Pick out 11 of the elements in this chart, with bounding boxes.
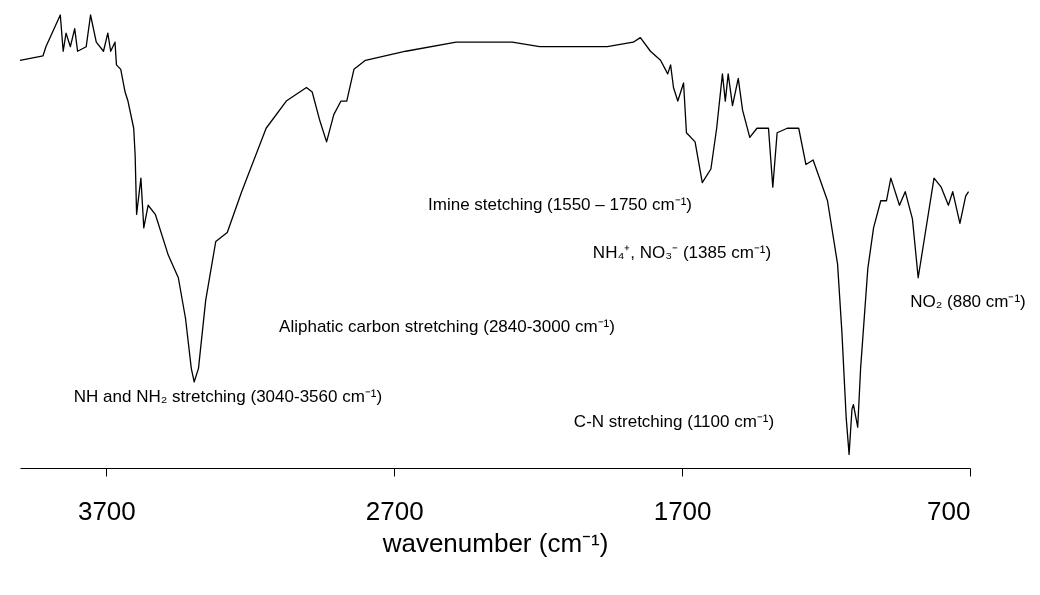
annotation: NH and NH₂ stretching (3040-3560 cm⁻¹)	[73, 387, 383, 406]
x-tick-label: 3700	[77, 495, 136, 526]
annotation: C-N stretching (1100 cm⁻¹)	[573, 412, 775, 431]
annotation: Aliphatic carbon stretching (2840-3000 cm⁻¹)	[279, 317, 615, 336]
x-axis-title: wavenumber (cm⁻¹)	[381, 527, 609, 558]
annotation: NO₂ (880 cm⁻¹)	[910, 292, 1026, 311]
annotation: Imine stetching (1550 – 1750 cm⁻¹)	[428, 195, 692, 214]
annotation: NH₄⁺, NO₃⁻ (1385 cm⁻¹)	[592, 243, 772, 262]
x-tick-label: 700	[927, 495, 971, 526]
x-tick-label: 1700	[653, 495, 712, 526]
x-tick-label: 2700	[365, 495, 424, 526]
